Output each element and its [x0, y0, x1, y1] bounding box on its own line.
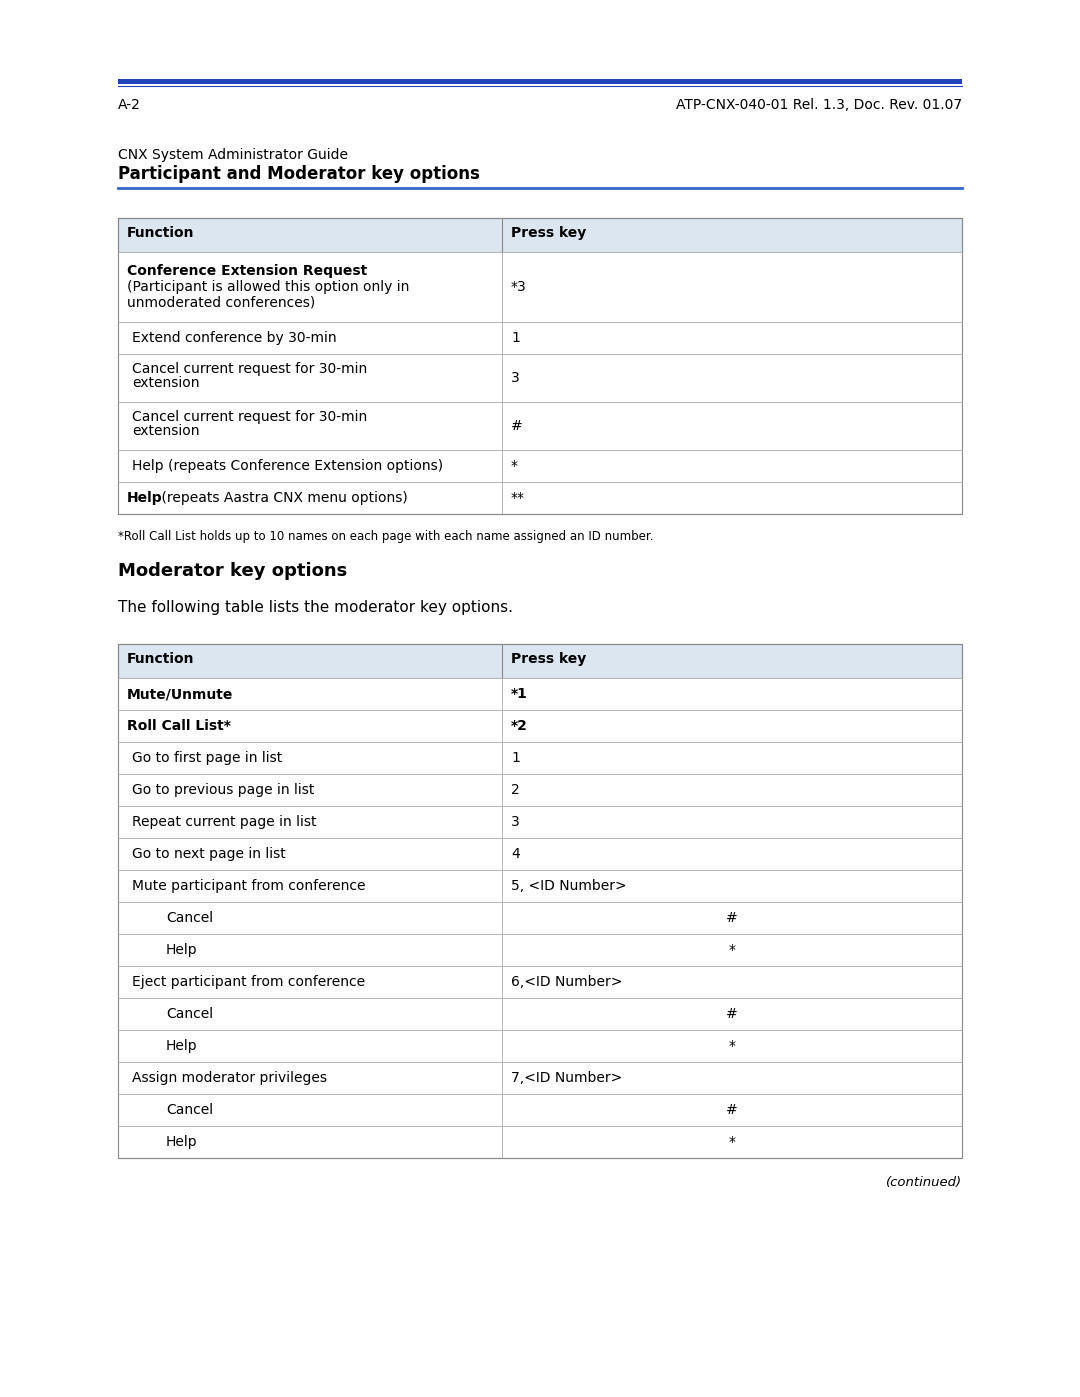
Text: 6,<ID Number>: 6,<ID Number>: [511, 975, 622, 989]
Text: Conference Extension Request: Conference Extension Request: [127, 264, 367, 278]
Text: *: *: [729, 1039, 735, 1053]
Bar: [118, 218, 962, 514]
Text: Go to previous page in list: Go to previous page in list: [132, 782, 314, 798]
Text: extension: extension: [132, 425, 200, 439]
Bar: [118, 218, 962, 251]
Text: Help (repeats Conference Extension options): Help (repeats Conference Extension optio…: [132, 460, 443, 474]
Bar: [118, 644, 962, 678]
Bar: [118, 806, 962, 838]
Bar: [118, 774, 962, 806]
Bar: [118, 838, 962, 870]
Bar: [118, 1126, 962, 1158]
Bar: [118, 644, 962, 678]
Bar: [118, 353, 962, 402]
Text: Go to next page in list: Go to next page in list: [132, 847, 286, 861]
Text: *Roll Call List holds up to 10 names on each page with each name assigned an ID : *Roll Call List holds up to 10 names on …: [118, 529, 653, 543]
Text: 5, <ID Number>: 5, <ID Number>: [511, 879, 626, 893]
Text: #: #: [726, 1104, 738, 1118]
Text: Repeat current page in list: Repeat current page in list: [132, 814, 316, 828]
Text: (repeats Aastra CNX menu options): (repeats Aastra CNX menu options): [157, 490, 408, 504]
Bar: [118, 1030, 962, 1062]
Text: Assign moderator privileges: Assign moderator privileges: [132, 1071, 327, 1085]
Text: Press key: Press key: [511, 652, 586, 666]
Bar: [118, 965, 962, 997]
Bar: [118, 742, 962, 774]
Text: A-2: A-2: [118, 98, 140, 112]
Text: *2: *2: [511, 719, 528, 733]
Text: Extend conference by 30-min: Extend conference by 30-min: [132, 331, 337, 345]
Text: *1: *1: [511, 687, 528, 701]
Text: Help: Help: [166, 1039, 198, 1053]
Text: 7,<ID Number>: 7,<ID Number>: [511, 1071, 622, 1085]
Text: Help: Help: [166, 943, 198, 957]
Bar: [118, 80, 962, 84]
Text: #: #: [511, 419, 523, 433]
Text: 1: 1: [511, 331, 519, 345]
Text: Function: Function: [127, 652, 194, 666]
Bar: [118, 710, 962, 742]
Bar: [118, 902, 962, 935]
Text: Roll Call List*: Roll Call List*: [127, 719, 231, 733]
Text: Cancel current request for 30-min: Cancel current request for 30-min: [132, 362, 367, 376]
Text: Cancel: Cancel: [166, 911, 213, 925]
Text: Help: Help: [127, 490, 163, 504]
Bar: [118, 1094, 962, 1126]
Bar: [118, 678, 962, 710]
Text: 2: 2: [511, 782, 519, 798]
Text: Mute participant from conference: Mute participant from conference: [132, 879, 365, 893]
Text: Cancel: Cancel: [166, 1104, 213, 1118]
Text: #: #: [726, 911, 738, 925]
Text: *: *: [729, 1134, 735, 1148]
Bar: [118, 644, 962, 1158]
Bar: [118, 218, 962, 251]
Text: Moderator key options: Moderator key options: [118, 562, 348, 580]
Text: Cancel: Cancel: [166, 1007, 213, 1021]
Bar: [118, 402, 962, 450]
Text: #: #: [726, 1007, 738, 1021]
Text: *3: *3: [511, 279, 527, 293]
Text: unmoderated conferences): unmoderated conferences): [127, 296, 315, 310]
Text: Eject participant from conference: Eject participant from conference: [132, 975, 365, 989]
Bar: [118, 482, 962, 514]
Text: Function: Function: [127, 226, 194, 240]
Text: **: **: [511, 490, 525, 504]
Text: Press key: Press key: [511, 226, 586, 240]
Text: 4: 4: [511, 847, 519, 861]
Bar: [118, 870, 962, 902]
Text: CNX System Administrator Guide: CNX System Administrator Guide: [118, 148, 348, 162]
Bar: [118, 251, 962, 321]
Text: Go to first page in list: Go to first page in list: [132, 752, 282, 766]
Text: (continued): (continued): [886, 1176, 962, 1189]
Text: 3: 3: [511, 814, 519, 828]
Bar: [118, 935, 962, 965]
Text: The following table lists the moderator key options.: The following table lists the moderator …: [118, 599, 513, 615]
Bar: [118, 321, 962, 353]
Text: Participant and Moderator key options: Participant and Moderator key options: [118, 165, 480, 183]
Bar: [118, 450, 962, 482]
Text: *: *: [511, 460, 518, 474]
Text: (Participant is allowed this option only in: (Participant is allowed this option only…: [127, 279, 409, 293]
Text: Mute/Unmute: Mute/Unmute: [127, 687, 233, 701]
Bar: [118, 1062, 962, 1094]
Text: *: *: [729, 943, 735, 957]
Bar: [118, 997, 962, 1030]
Text: ATP-CNX-040-01 Rel. 1.3, Doc. Rev. 01.07: ATP-CNX-040-01 Rel. 1.3, Doc. Rev. 01.07: [676, 98, 962, 112]
Text: Help: Help: [166, 1134, 198, 1148]
Text: 1: 1: [511, 752, 519, 766]
Text: Cancel current request for 30-min: Cancel current request for 30-min: [132, 409, 367, 425]
Text: 3: 3: [511, 372, 519, 386]
Text: extension: extension: [132, 376, 200, 390]
